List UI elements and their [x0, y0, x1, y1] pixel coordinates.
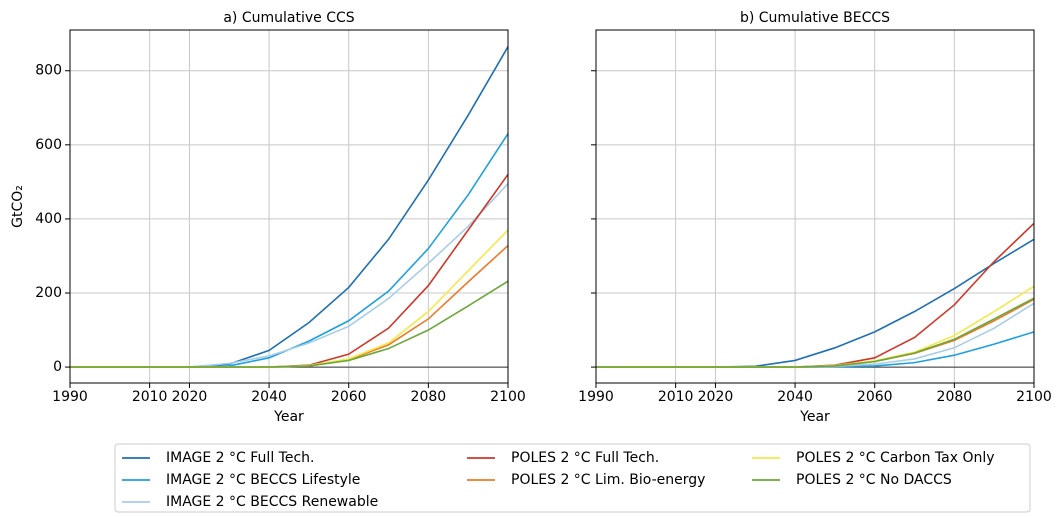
series-line: [596, 297, 1035, 368]
chart-title: a) Cumulative CCS: [223, 10, 354, 26]
x-tick-label: 2060: [857, 389, 893, 405]
x-tick-label: 2100: [490, 389, 526, 405]
series-line: [596, 331, 1035, 368]
series-line: [70, 173, 509, 368]
series-line: [596, 222, 1035, 368]
y-tick-label: 600: [35, 137, 62, 153]
legend-label: IMAGE 2 °C BECCS Renewable: [166, 494, 378, 510]
x-tick-label: 2080: [411, 389, 447, 405]
legend-label: POLES 2 °C Full Tech.: [511, 450, 659, 466]
x-tick-label: 2020: [172, 389, 208, 405]
x-tick-label: 2010: [658, 389, 694, 405]
x-tick-label: 1990: [52, 389, 88, 405]
series-line: [70, 183, 509, 368]
series-line: [596, 238, 1035, 368]
y-tick-label: 200: [35, 285, 62, 301]
series-line: [596, 298, 1035, 368]
legend-label: POLES 2 °C No DACCS: [796, 472, 952, 488]
series-line: [70, 46, 509, 368]
x-tick-label: 1990: [578, 389, 614, 405]
x-axis-label: Year: [273, 409, 304, 425]
legend-box: [114, 443, 1031, 513]
y-tick-label: 400: [35, 211, 62, 227]
series-line: [70, 280, 509, 368]
y-axis-label: GtCO₂: [10, 185, 26, 228]
x-tick-label: 2010: [132, 389, 168, 405]
plot-frame: [69, 29, 509, 384]
x-tick-label: 2080: [937, 389, 973, 405]
x-tick-label: 2040: [251, 389, 287, 405]
x-tick-label: 2060: [331, 389, 367, 405]
x-axis-label: Year: [799, 409, 830, 425]
x-tick-label: 2100: [1016, 389, 1052, 405]
legend-label: POLES 2 °C Lim. Bio-energy: [511, 472, 705, 488]
legend-label: IMAGE 2 °C BECCS Lifestyle: [166, 472, 360, 488]
y-tick-label: 800: [35, 63, 62, 79]
series-line: [596, 285, 1035, 368]
legend-label: IMAGE 2 °C Full Tech.: [166, 450, 314, 466]
plot-frame: [595, 29, 1035, 384]
x-tick-label: 2020: [698, 389, 734, 405]
x-tick-label: 2040: [777, 389, 813, 405]
legend-label: POLES 2 °C Carbon Tax Only: [796, 450, 995, 466]
chart-title: b) Cumulative BECCS: [740, 10, 890, 26]
series-line: [596, 302, 1035, 368]
y-tick-label: 0: [53, 359, 62, 375]
